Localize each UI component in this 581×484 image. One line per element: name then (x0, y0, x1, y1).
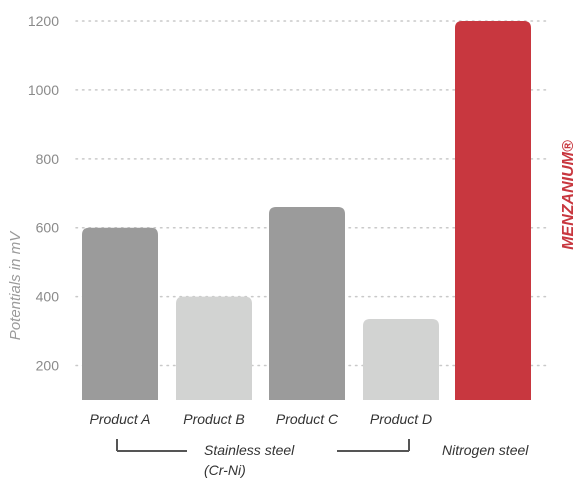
x-label-product-b: Product B (183, 411, 244, 427)
y-tick-label-800: 800 (36, 151, 60, 167)
bar-product-b (176, 296, 252, 400)
stainless-steel-label: Stainless steel (204, 442, 295, 458)
y-tick-label-600: 600 (36, 220, 60, 236)
nitrogen-steel-label: Nitrogen steel (442, 442, 529, 458)
menzanium-label: MENZANIUM® (560, 140, 577, 250)
y-tick-label-1200: 1200 (28, 13, 59, 29)
stainless-steel-sublabel: (Cr-Ni) (204, 462, 246, 478)
y-tick-label-1000: 1000 (28, 82, 59, 98)
y-tick-label-400: 400 (36, 289, 60, 305)
bars (82, 21, 531, 400)
bar-product-c (269, 207, 345, 400)
bar-menzanium (455, 21, 531, 400)
y-tick-label-200: 200 (36, 358, 60, 374)
bar-product-a (82, 227, 158, 400)
stainless-steel-bracket (116, 439, 410, 452)
y-axis-tick-labels: 200 400 600 800 1000 1200 (28, 13, 59, 374)
x-label-product-c: Product C (276, 411, 339, 427)
bar-product-d (363, 319, 439, 400)
y-axis-label: Potentials in mV (7, 230, 24, 340)
x-label-product-d: Product D (370, 411, 432, 427)
x-label-product-a: Product A (90, 411, 151, 427)
x-axis-category-labels: Product A Product B Product C Product D (90, 411, 433, 427)
